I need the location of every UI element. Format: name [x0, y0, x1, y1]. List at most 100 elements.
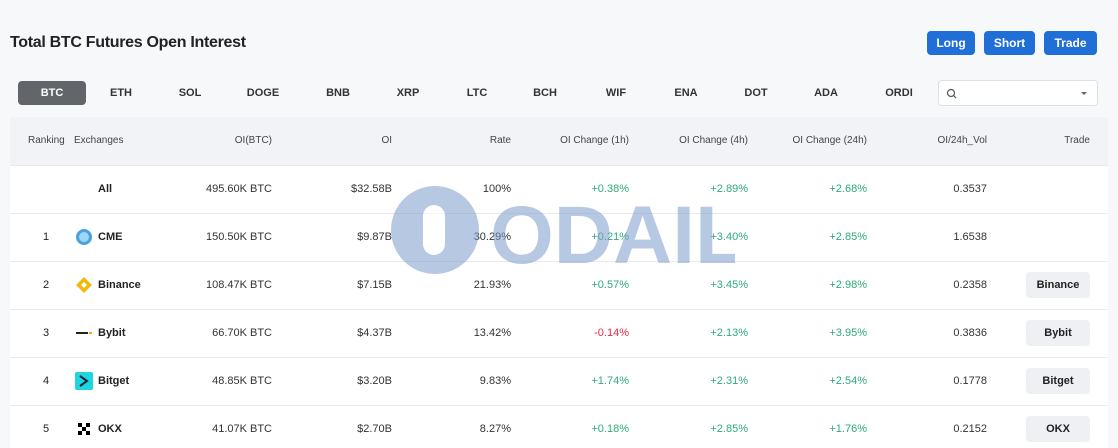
- rank: 5: [42, 423, 50, 435]
- cell-oi: $9.87B: [357, 231, 392, 243]
- cell-vol: 0.2152: [953, 423, 987, 435]
- cell-rate: 30.29%: [473, 231, 511, 243]
- coin-tab[interactable]: LTC: [466, 87, 488, 99]
- cell-ch24h: +2.54%: [829, 375, 867, 387]
- search-icons: [946, 88, 1087, 99]
- column-header: Ranking: [28, 135, 65, 146]
- column-header: OI(BTC): [234, 135, 272, 146]
- cell-oi-btc: 66.70K BTC: [212, 327, 272, 339]
- exchange-icon: [75, 228, 93, 246]
- cell-oi-btc: 41.07K BTC: [212, 423, 272, 435]
- exchange-icon: [75, 324, 93, 342]
- search-box[interactable]: [938, 80, 1098, 106]
- cell-ch4h: +2.13%: [710, 327, 748, 339]
- cell-ch1h: -0.14%: [594, 327, 629, 339]
- watermark-logo: ODAILY: [391, 186, 735, 281]
- cell-ch4h: +2.89%: [710, 183, 748, 195]
- cell-oi: $2.70B: [357, 423, 392, 435]
- header-button[interactable]: Long: [927, 31, 975, 55]
- trade-button[interactable]: Binance: [1026, 272, 1090, 298]
- cell-rate: 8.27%: [479, 423, 511, 435]
- cell-vol: 0.3537: [953, 183, 987, 195]
- cell-rate: 9.83%: [479, 375, 511, 387]
- header-button[interactable]: Trade: [1044, 31, 1097, 55]
- cell-ch24h: +2.68%: [829, 183, 867, 195]
- cell-oi-btc: 495.60K BTC: [205, 183, 272, 195]
- exchange-name: All: [98, 183, 113, 195]
- column-header: OI Change (24h): [792, 135, 868, 146]
- coin-tab[interactable]: ORDI: [885, 87, 913, 99]
- cell-vol: 0.1778: [953, 375, 987, 387]
- exchange-icon: [75, 276, 93, 294]
- cell-ch4h: +2.85%: [710, 423, 748, 435]
- row-divider: [10, 213, 1108, 214]
- column-header: Trade: [1064, 135, 1090, 146]
- row-divider: [10, 165, 1108, 166]
- trade-button[interactable]: Bybit: [1026, 320, 1090, 346]
- cell-ch1h: +0.21%: [591, 231, 629, 243]
- table-header: [10, 117, 1108, 165]
- cell-vol: 1.6538: [953, 231, 987, 243]
- exchange-name: Binance: [98, 279, 141, 291]
- coin-tab[interactable]: BNB: [326, 87, 350, 99]
- cell-ch1h: +0.18%: [591, 423, 629, 435]
- rank: 3: [42, 327, 50, 339]
- coin-tab[interactable]: BCH: [533, 87, 557, 99]
- row-divider: [10, 405, 1108, 406]
- cell-oi: $4.37B: [357, 327, 392, 339]
- cell-oi: $32.58B: [351, 183, 392, 195]
- cell-ch1h: +1.74%: [591, 375, 629, 387]
- column-header: OI Change (4h): [679, 135, 748, 146]
- page-title: Total BTC Futures Open Interest: [10, 34, 246, 51]
- row-divider: [10, 357, 1108, 358]
- cell-ch4h: +2.31%: [710, 375, 748, 387]
- trade-button[interactable]: Bitget: [1026, 368, 1090, 394]
- column-header: OI: [381, 135, 392, 146]
- exchange-name: CME: [98, 231, 123, 243]
- coin-tab[interactable]: WIF: [605, 87, 627, 99]
- cell-rate: 100%: [482, 183, 511, 195]
- cell-vol: 0.3836: [953, 327, 987, 339]
- header-button[interactable]: Short: [984, 31, 1035, 55]
- cell-ch4h: +3.45%: [710, 279, 748, 291]
- cell-oi-btc: 150.50K BTC: [205, 231, 272, 243]
- cell-oi: $3.20B: [357, 375, 392, 387]
- coin-tab[interactable]: ENA: [674, 87, 698, 99]
- coin-tab[interactable]: XRP: [396, 87, 420, 99]
- cell-ch4h: +3.40%: [710, 231, 748, 243]
- cell-ch1h: +0.38%: [591, 183, 629, 195]
- table: [10, 117, 1108, 448]
- coin-tab[interactable]: BTC: [18, 81, 86, 105]
- rank: 4: [42, 375, 50, 387]
- row-divider: [10, 309, 1108, 310]
- cell-rate: 21.93%: [473, 279, 511, 291]
- cell-ch24h: +3.95%: [829, 327, 867, 339]
- cell-oi: $7.15B: [357, 279, 392, 291]
- cell-oi-btc: 48.85K BTC: [212, 375, 272, 387]
- cell-ch24h: +2.98%: [829, 279, 867, 291]
- coin-tab[interactable]: ETH: [110, 87, 132, 99]
- column-header: Rate: [489, 135, 511, 146]
- rank: 1: [42, 231, 50, 243]
- watermark: ODAILY: [490, 190, 735, 281]
- cell-ch1h: +0.57%: [591, 279, 629, 291]
- coin-tab[interactable]: ADA: [814, 87, 838, 99]
- column-header: Exchanges: [74, 135, 124, 146]
- row-divider: [10, 261, 1108, 262]
- column-header: OI/24h_Vol: [937, 135, 987, 146]
- coin-tab[interactable]: DOGE: [246, 87, 280, 99]
- cell-ch24h: +2.85%: [829, 231, 867, 243]
- cell-oi-btc: 108.47K BTC: [205, 279, 272, 291]
- rank: 2: [42, 279, 50, 291]
- coin-tab[interactable]: SOL: [178, 87, 202, 99]
- trade-button[interactable]: OKX: [1026, 416, 1090, 442]
- coin-tab[interactable]: DOT: [744, 87, 768, 99]
- cell-ch24h: +1.76%: [829, 423, 867, 435]
- exchange-name: Bybit: [98, 327, 126, 339]
- exchange-icon: [75, 372, 93, 390]
- column-header: OI Change (1h): [560, 135, 629, 146]
- exchange-name: OKX: [98, 423, 122, 435]
- exchange-icon: [75, 420, 93, 438]
- cell-vol: 0.2358: [953, 279, 987, 291]
